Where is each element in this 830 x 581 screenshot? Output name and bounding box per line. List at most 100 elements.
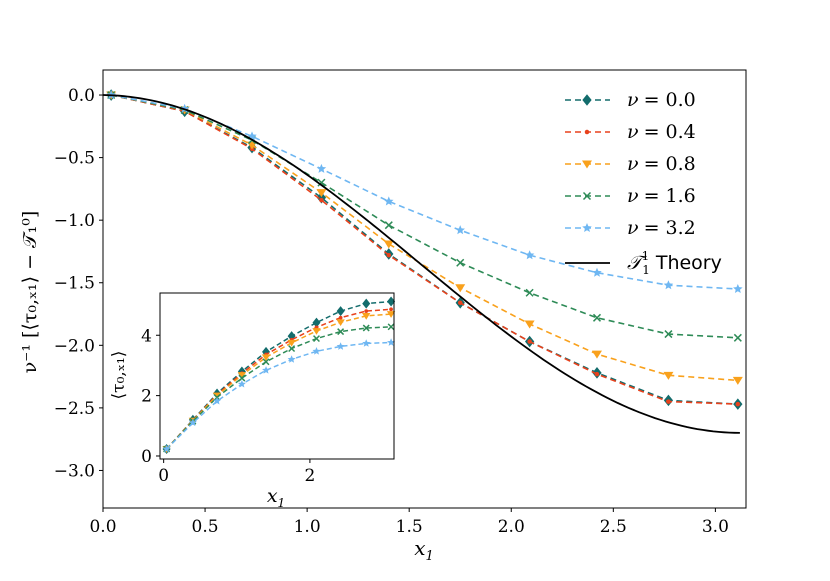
legend-value: = 0.4 — [644, 121, 696, 143]
data-point-s3-9 — [733, 333, 742, 342]
inset-x-tick-label: 2 — [304, 466, 315, 486]
data-point-s1-5 — [457, 300, 463, 306]
data-point-s4-7 — [592, 267, 602, 277]
x-tick-label: 0.0 — [89, 517, 116, 537]
inset-point-s3-8 — [362, 324, 370, 332]
inset-point-s4-6 — [312, 347, 321, 355]
x-tick-label: 0.5 — [192, 517, 219, 537]
legend-theory-sub: 1 — [642, 263, 650, 277]
main-axes-frame — [102, 69, 747, 509]
inset-point-s1-8 — [364, 309, 369, 313]
data-point-s4-9 — [733, 284, 743, 294]
legend-label-theory: 𝒯1 1 Theory — [627, 249, 722, 277]
data-point-s3-3 — [317, 178, 326, 187]
legend-nu: ν — [627, 153, 639, 175]
inset-y-tick-label: 2 — [141, 387, 152, 407]
data-point-s4-5 — [455, 225, 465, 235]
inset-point-s1-9 — [389, 307, 393, 312]
legend-value: = 0.0 — [644, 89, 696, 111]
y-tick-label: −1.5 — [54, 274, 95, 294]
y-axis-label: ν⁻¹ [⟨τ₀,ₓ₁⟩ − 𝒯₁⁰] — [19, 211, 41, 374]
data-point-s4-8 — [663, 280, 674, 290]
inset-point-s4-4 — [262, 366, 271, 374]
inset-background — [160, 293, 394, 459]
legend-marker-4 — [582, 223, 592, 233]
legend-label-3: ν = 1.6 — [627, 185, 696, 207]
legend-nu: ν — [627, 185, 639, 207]
inset-point-s2-5 — [287, 339, 296, 347]
inset-x-axis-label-sub: 1 — [278, 496, 286, 510]
data-point-s2-4 — [383, 240, 394, 249]
main-chart: 0.0 0.5 1.0 1.5 2.0 2.5 3.0 0.0 −0.5 −1.0 −1.5 −2.0… — [19, 69, 747, 564]
data-point-s2-5 — [455, 284, 466, 293]
legend-label-1: ν = 0.4 — [627, 121, 696, 143]
data-point-s1-3 — [319, 197, 324, 203]
data-point-s4-4 — [384, 196, 394, 206]
inset-point-s1-7 — [338, 315, 343, 320]
inset-point-s2-6 — [312, 328, 321, 335]
inset-point-s4-7 — [336, 342, 345, 350]
legend-theory-sup: 1 — [642, 249, 650, 263]
data-point-s3-4 — [384, 221, 393, 230]
inset-y-tick-label: 0 — [141, 447, 152, 467]
legend-nu: ν — [627, 89, 639, 111]
series-line-1 — [111, 94, 738, 405]
data-point-s4-3 — [316, 163, 327, 173]
x-tick-label: 1.0 — [294, 517, 321, 537]
inset-point-s3-3 — [238, 374, 246, 382]
inset-point-s3-6 — [313, 335, 320, 343]
legend-nu: ν — [627, 217, 639, 239]
legend-marker-1 — [584, 129, 590, 135]
inset-point-s3-4 — [262, 358, 270, 366]
legend-label-0: ν = 0.0 — [627, 89, 696, 111]
data-point-s2-8 — [663, 371, 674, 380]
inset-series-line-3 — [166, 326, 392, 450]
inset-point-s3-5 — [288, 345, 296, 353]
inset-series-line-2 — [166, 313, 392, 450]
series-line-3 — [111, 94, 738, 339]
data-point-s1-4 — [386, 252, 392, 258]
inset-x-tick-label: 0 — [158, 466, 169, 486]
inset-point-s3-9 — [387, 323, 395, 331]
inset-point-s2-8 — [362, 312, 371, 320]
x-axis-label-sub: 1 — [426, 549, 434, 564]
x-axis-label: x1 — [414, 536, 434, 564]
series-line-2 — [111, 94, 738, 382]
inset-point-s0-8 — [362, 298, 371, 309]
data-point-s2-3 — [316, 189, 327, 198]
inset-point-s4-1 — [188, 418, 197, 427]
legend-marker-3 — [582, 191, 592, 201]
inset-y-tick-label: 4 — [141, 326, 152, 346]
legend-label-2: ν = 0.8 — [627, 153, 696, 175]
inset-point-s0-9 — [387, 296, 396, 307]
legend-nu: ν — [627, 121, 639, 143]
inset-point-s0-7 — [336, 306, 345, 317]
x-tick-label: 3.0 — [702, 517, 729, 537]
legend-value: = 0.8 — [644, 153, 696, 175]
inset-point-s2-4 — [261, 354, 271, 362]
legend-label-4: ν = 3.2 — [627, 217, 696, 239]
legend-value: = 1.6 — [644, 185, 696, 207]
y-tick-label: 0.0 — [68, 86, 95, 106]
inset-point-s4-8 — [362, 339, 371, 347]
legend-marker-0 — [582, 94, 592, 106]
legend-marker-2 — [582, 160, 592, 169]
data-point-s4-6 — [524, 250, 535, 260]
inset-point-s2-3 — [237, 372, 247, 379]
inset-point-s4-2 — [213, 396, 222, 405]
legend-value: = 3.2 — [644, 217, 696, 239]
data-point-s1-6 — [527, 339, 532, 344]
inset-point-s3-7 — [337, 328, 345, 336]
inset-point-s4-9 — [387, 338, 396, 346]
data-point-s1-9 — [735, 401, 741, 407]
inset-series-line-4 — [166, 341, 392, 450]
inset-point-s4-0 — [162, 444, 171, 453]
inset-point-s4-3 — [237, 379, 246, 388]
inset-point-s2-7 — [336, 319, 345, 327]
theory-line — [102, 94, 740, 434]
inset-chart: 0 2 0 2 4 x1 ⟨τ₀,ₓ₁⟩ — [109, 292, 396, 510]
data-point-s2-7 — [591, 350, 602, 359]
inset-x-axis-label: x1 — [267, 485, 285, 510]
data-point-s1-8 — [666, 399, 671, 404]
